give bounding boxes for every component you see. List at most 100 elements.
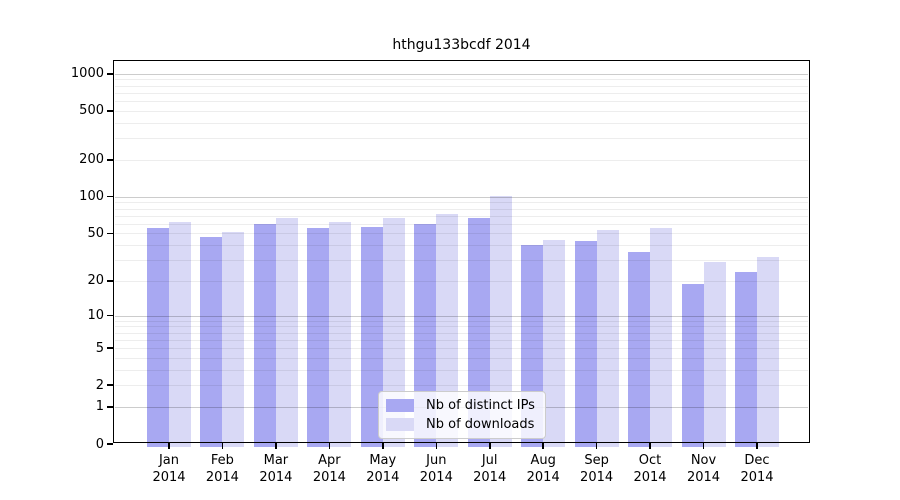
- gridline-100: [115, 196, 808, 198]
- y-tick-label-50: 50: [87, 225, 104, 241]
- gridline-1000: [115, 73, 808, 75]
- bar-nb-of-downloads-aug: [543, 240, 566, 447]
- y-tick-label-5: 5: [95, 340, 104, 356]
- gridline-5: [115, 348, 808, 349]
- bar-nb-of-downloads-sep: [596, 230, 619, 447]
- bar-nb-of-downloads-mar: [275, 217, 298, 447]
- gridline-600: [115, 101, 808, 103]
- x-tick-label-feb: Feb 2014: [205, 453, 239, 485]
- gridline-900: [115, 79, 808, 81]
- bar-nb-of-distinct-ips-apr: [307, 228, 330, 447]
- gridline-700: [115, 92, 808, 94]
- x-tick-mark-jun: [435, 443, 437, 449]
- x-tick-label-nov: Nov 2014: [686, 453, 721, 485]
- y-tick-mark-50: [107, 232, 113, 234]
- x-tick-label-jul: Jul 2014: [473, 453, 507, 485]
- x-tick-label-sep: Sep 2014: [580, 453, 614, 485]
- bar-nb-of-distinct-ips-sep: [574, 241, 597, 447]
- x-tick-label-jan: Jan 2014: [152, 453, 186, 485]
- y-tick-label-500: 500: [79, 103, 104, 119]
- gridline-9: [115, 320, 808, 322]
- gridline-70: [115, 215, 808, 217]
- chart-title: hthgu133bcdf 2014: [392, 37, 531, 53]
- bar-nb-of-distinct-ips-jan: [147, 228, 169, 447]
- y-tick-mark-10: [107, 314, 113, 317]
- legend-swatch: [386, 418, 414, 431]
- x-tick-mark-apr: [328, 443, 331, 449]
- gridline-90: [115, 202, 808, 204]
- legend-label: Nb of downloads: [426, 417, 535, 432]
- bar-nb-of-downloads-feb: [222, 232, 245, 447]
- gridline-500: [115, 110, 808, 112]
- bar-nb-of-downloads-apr: [329, 222, 352, 447]
- x-tick-label-mar: Mar 2014: [259, 453, 293, 485]
- y-tick-mark-2: [107, 384, 113, 386]
- bar-nb-of-distinct-ips-may: [360, 227, 383, 447]
- legend: Nb of distinct IPs Nb of downloads: [378, 391, 546, 439]
- gridline-200: [115, 159, 808, 161]
- y-tick-mark-1: [107, 406, 113, 408]
- bar-nb-of-distinct-ips-oct: [628, 252, 650, 447]
- y-tick-mark-100: [107, 195, 113, 198]
- bar-nb-of-downloads-oct: [650, 228, 672, 447]
- x-tick-mark-mar: [275, 443, 277, 449]
- bar-nb-of-distinct-ips-mar: [253, 223, 276, 447]
- x-tick-mark-feb: [221, 443, 224, 449]
- bar-nb-of-downloads-dec: [757, 256, 779, 447]
- x-tick-mark-dec: [756, 443, 758, 449]
- bar-nb-of-distinct-ips-jul: [467, 217, 490, 447]
- y-tick-label-1: 1: [95, 399, 104, 415]
- x-tick-label-jun: Jun 2014: [419, 453, 453, 485]
- x-tick-label-apr: Apr 2014: [312, 453, 346, 485]
- y-tick-mark-20: [107, 280, 113, 282]
- x-tick-label-dec: Dec 2014: [740, 453, 774, 485]
- gridline-400: [115, 122, 808, 124]
- y-tick-mark-200: [107, 159, 113, 161]
- y-tick-label-0: 0: [95, 436, 104, 452]
- x-tick-mark-aug: [542, 443, 544, 449]
- gridline-20: [115, 280, 808, 282]
- bar-nb-of-downloads-may: [382, 217, 405, 447]
- gridline-60: [115, 223, 808, 225]
- bar-nb-of-downloads-nov: [703, 261, 726, 447]
- gridline-10: [115, 315, 808, 317]
- x-tick-mark-jul: [489, 443, 491, 449]
- bar-nb-of-downloads-jul: [489, 195, 512, 447]
- y-tick-mark-1000: [107, 73, 113, 75]
- gridline-800: [115, 85, 808, 87]
- x-tick-mark-jan: [168, 443, 170, 449]
- gridline-7: [115, 332, 808, 334]
- gridline-3: [115, 369, 808, 371]
- legend-row: Nb of distinct IPs: [386, 398, 545, 413]
- x-tick-label-may: May 2014: [366, 453, 400, 485]
- x-tick-mark-nov: [702, 443, 705, 449]
- legend-label: Nb of distinct IPs: [426, 398, 535, 413]
- y-tick-label-1000: 1000: [70, 66, 104, 82]
- x-tick-label-oct: Oct 2014: [633, 453, 667, 485]
- y-tick-label-200: 200: [79, 152, 104, 168]
- bar-nb-of-downloads-jan: [169, 222, 191, 447]
- gridline-300: [115, 138, 808, 140]
- gridline-6: [115, 339, 808, 341]
- y-tick-label-100: 100: [79, 189, 104, 205]
- gridline-50: [115, 233, 808, 235]
- x-tick-mark-oct: [649, 443, 651, 449]
- x-tick-mark-may: [382, 443, 384, 449]
- gridline-40: [115, 245, 808, 246]
- legend-swatch: [386, 399, 414, 412]
- y-tick-label-20: 20: [87, 273, 104, 289]
- y-tick-mark-5: [107, 347, 113, 349]
- bar-nb-of-distinct-ips-feb: [200, 236, 223, 447]
- gridline-2: [115, 385, 808, 387]
- y-tick-mark-0: [107, 443, 113, 445]
- bar-nb-of-distinct-ips-nov: [681, 283, 704, 447]
- y-tick-label-2: 2: [95, 377, 104, 393]
- gridline-8: [115, 326, 808, 328]
- x-tick-mark-sep: [595, 443, 598, 449]
- gridline-80: [115, 208, 808, 210]
- gridline-30: [115, 260, 808, 261]
- y-tick-mark-500: [107, 110, 113, 112]
- gridline-4: [115, 357, 808, 359]
- legend-row: Nb of downloads: [386, 417, 545, 432]
